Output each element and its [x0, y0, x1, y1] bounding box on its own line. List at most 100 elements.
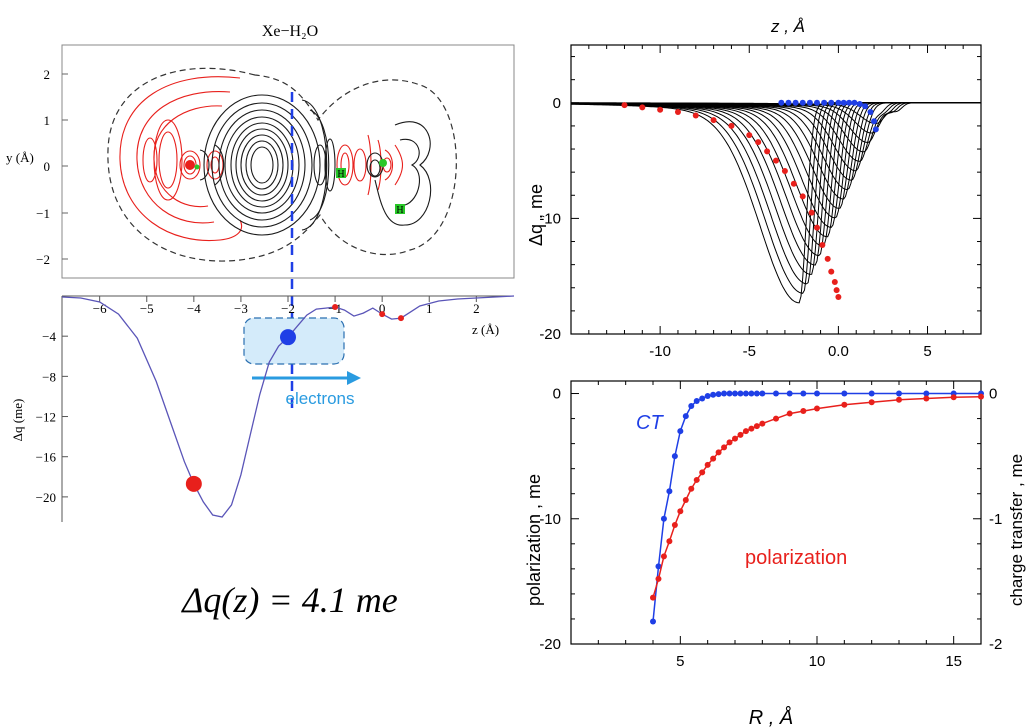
y-axis-label: y (Å)	[6, 150, 34, 165]
rt-red-point	[814, 224, 820, 231]
dq-x-tick-label: −3	[234, 301, 248, 316]
dq-marker	[280, 329, 296, 346]
rt-blue-point	[778, 99, 785, 106]
rb-series-point	[715, 391, 722, 398]
rb-y2-tick-label: 0	[989, 386, 997, 403]
rb-y2-tick-label: -2	[989, 636, 1002, 653]
rt-y-tick-label: -20	[539, 326, 561, 343]
rb-series-point	[688, 485, 695, 492]
y-tick-label: 0	[44, 159, 51, 174]
rt-red-point	[773, 157, 779, 164]
rt-red-point	[835, 294, 842, 301]
oxygen-center-dot	[194, 164, 200, 170]
rt-red-point	[833, 287, 840, 294]
rt-red-point	[657, 106, 664, 113]
dq-x-tick-label: −6	[93, 301, 107, 316]
rt-curve	[571, 102, 981, 304]
dq-y-tick-label: −16	[36, 450, 57, 465]
rt-blue-point	[792, 99, 799, 106]
h-label-box-1	[336, 168, 346, 178]
dq-x-tick-label: 1	[426, 301, 433, 316]
y-tick-label: 1	[44, 113, 51, 128]
rb-series-point	[978, 393, 984, 400]
rt-red-point	[824, 255, 831, 262]
rt-curves	[570, 102, 981, 304]
rb-series-point	[742, 390, 749, 397]
rt-red-point	[799, 193, 806, 200]
dq-marker	[185, 475, 202, 492]
rt-red-point	[746, 132, 753, 139]
rt-blue-point	[871, 118, 878, 125]
rb-x-tick-label: 15	[945, 653, 962, 670]
dq-marker	[332, 304, 339, 311]
rb-series-point	[677, 428, 684, 435]
rt-curve	[570, 102, 981, 285]
rt-red-point	[781, 168, 788, 175]
y-tick-label: −1	[36, 206, 50, 221]
left-panel: Xe−H₂O y (Å) 2 1 0 −1 −2	[6, 23, 515, 620]
contour-title: Xe−H₂O	[262, 23, 318, 40]
rb-series-point	[715, 449, 722, 456]
rb-series-point	[773, 390, 779, 397]
dq-x-tick-label: 0	[379, 301, 386, 316]
rt-ticks: -10 -5 0.0 5 0 -10 -20	[539, 45, 981, 360]
density-contours	[107, 67, 457, 262]
rt-red-point	[828, 268, 835, 275]
rb-series-point	[704, 461, 711, 468]
rt-title: z , Å	[770, 17, 805, 36]
right-top-panel: z , Å -10 -5 0.0 5 0 -10 -20 Δq , me	[526, 17, 982, 360]
rb-series-point	[759, 390, 766, 397]
rb-series-point	[737, 390, 744, 397]
dq-markers	[185, 304, 404, 492]
dq-y-ticks: −4 −8 −12 −16 −20	[36, 329, 68, 505]
rt-curve	[571, 102, 981, 294]
zero-contour	[107, 67, 457, 262]
rb-series-point	[671, 522, 678, 529]
rb-series-point	[814, 405, 820, 412]
rb-ylabel: polarization , me	[524, 474, 544, 606]
rb-series-point	[721, 444, 728, 451]
rb-series-point	[732, 435, 738, 442]
rt-curve	[571, 102, 981, 200]
rt-red-point	[755, 139, 762, 146]
rb-series-point	[896, 390, 902, 397]
rt-red-point	[692, 112, 699, 119]
dq-marker	[398, 315, 404, 322]
rb-series-point	[650, 618, 656, 625]
rb-series-point	[677, 508, 684, 515]
rt-red-point	[764, 148, 771, 155]
rt-red-point	[621, 102, 628, 109]
rb-ticks: 5 10 15 0 -10 -20 0 -1 -2	[539, 381, 1002, 670]
rb-series	[650, 390, 984, 625]
rb-series-point	[800, 390, 807, 397]
dq-x-tick-label: −2	[281, 301, 295, 316]
rt-blue-point	[785, 99, 792, 106]
rt-red-point	[710, 117, 717, 124]
rt-red-point	[790, 180, 797, 187]
rb-series-point	[753, 390, 760, 397]
contour-frame	[61, 44, 515, 279]
rt-red-point	[639, 104, 646, 111]
rb-series-point	[759, 420, 766, 427]
rb-xlabel: R , Å	[749, 706, 793, 728]
rb-series-point	[896, 396, 902, 403]
rb-series-point	[693, 398, 700, 405]
rt-red-point	[674, 109, 681, 116]
dq-axis-label: Δq (me)	[10, 399, 25, 442]
rt-x-tick-label: 0.0	[828, 343, 849, 360]
rb-series-point	[868, 399, 875, 406]
rb-series-point	[699, 395, 706, 402]
rb-series-point	[726, 439, 733, 446]
contour-y-ticks: 2 1 0 −1 −2	[36, 67, 68, 267]
rb-series-point	[704, 393, 711, 400]
rt-curve	[570, 102, 981, 247]
rt-x-tick-label: -5	[743, 343, 756, 360]
dq-y-tick-label: −4	[42, 329, 56, 344]
rb-series-point	[737, 431, 744, 438]
rb-series-point	[650, 594, 656, 601]
rb-y2-tick-label: -1	[989, 511, 1002, 528]
rt-blue-point	[828, 99, 835, 106]
rb-series-point	[748, 390, 755, 397]
rb-series-point	[682, 413, 689, 420]
rb-series-point	[923, 395, 930, 402]
